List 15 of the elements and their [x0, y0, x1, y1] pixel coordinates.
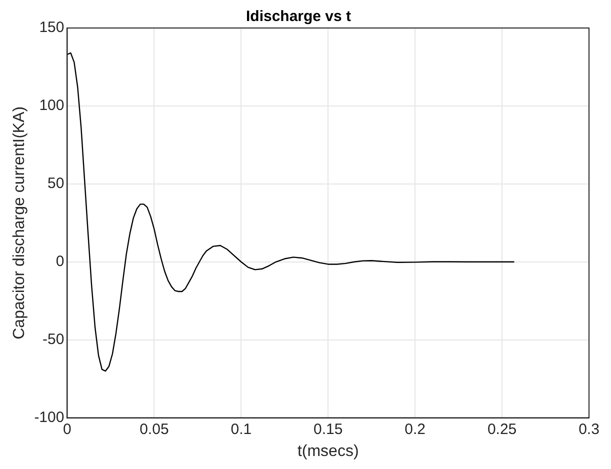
y-tick-label: 50 — [48, 175, 64, 192]
x-tick-label: 0.3 — [578, 420, 600, 438]
y-tick-label: -100 — [34, 408, 64, 426]
y-tick-label: 0 — [56, 253, 64, 270]
chart-title: Idischarge vs t — [246, 8, 352, 26]
y-tick-label: 100 — [39, 97, 64, 114]
y-tick-label: 150 — [39, 19, 64, 36]
x-axis-title: t(msecs) — [297, 442, 359, 460]
x-tick-label: 0.1 — [230, 420, 252, 438]
x-tick-label: 0.05 — [140, 420, 169, 438]
y-axis-title: Capacitor discharge currentI(KA) — [11, 106, 28, 340]
y-tick-label: -50 — [42, 330, 64, 348]
x-tick-label: 0.25 — [487, 420, 517, 438]
x-tick-label: 0.2 — [404, 420, 426, 438]
x-tick-label: 0.15 — [314, 420, 343, 438]
